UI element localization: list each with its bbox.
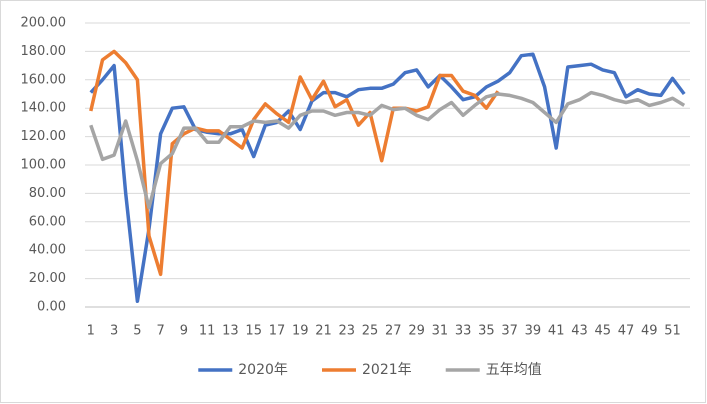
x-tick-label: 13 [222, 324, 239, 339]
y-tick-label: 20.00 [29, 271, 66, 286]
x-tick-label: 5 [133, 324, 141, 339]
x-tick-label: 21 [315, 324, 332, 339]
x-tick-label: 49 [641, 324, 658, 339]
series-line [89, 49, 500, 277]
x-tick-label: 7 [156, 324, 164, 339]
x-tick-label: 39 [525, 324, 542, 339]
x-tick-label: 11 [199, 324, 216, 339]
y-tick-label: 100.00 [21, 158, 67, 173]
y-tick-label: 80.00 [29, 186, 66, 201]
x-tick-label: 41 [548, 324, 565, 339]
x-tick-label: 37 [501, 324, 518, 339]
series-line [89, 90, 686, 210]
x-tick-label: 17 [269, 324, 286, 339]
x-tick-label: 25 [362, 324, 379, 339]
y-tick-label: 40.00 [29, 243, 66, 258]
y-tick-label: 0.00 [37, 300, 66, 315]
x-tick-label: 47 [618, 324, 635, 339]
x-tick-label: 15 [245, 324, 262, 339]
x-tick-label: 33 [455, 324, 472, 339]
y-tick-label: 140.00 [21, 101, 67, 116]
x-tick-label: 45 [594, 324, 611, 339]
y-tick-label: 180.00 [21, 44, 67, 59]
x-tick-label: 1 [87, 324, 95, 339]
x-tick-label: 51 [664, 324, 681, 339]
x-tick-label: 19 [292, 324, 309, 339]
legend-label: 2021年 [362, 362, 412, 378]
series-line [89, 52, 686, 304]
x-tick-label: 3 [110, 324, 118, 339]
y-tick-label: 160.00 [21, 72, 67, 87]
x-tick-label: 23 [339, 324, 356, 339]
y-tick-label: 60.00 [29, 214, 66, 229]
x-tick-label: 9 [180, 324, 188, 339]
x-tick-label: 35 [478, 324, 495, 339]
x-tick-label: 31 [432, 324, 449, 339]
x-tick-label: 43 [571, 324, 588, 339]
y-tick-label: 200.00 [21, 16, 67, 31]
y-tick-label: 120.00 [21, 129, 67, 144]
x-tick-label: 27 [385, 324, 402, 339]
legend-label: 五年均值 [486, 362, 542, 378]
x-tick-label: 29 [408, 324, 425, 339]
legend-label: 2020年 [238, 362, 288, 378]
